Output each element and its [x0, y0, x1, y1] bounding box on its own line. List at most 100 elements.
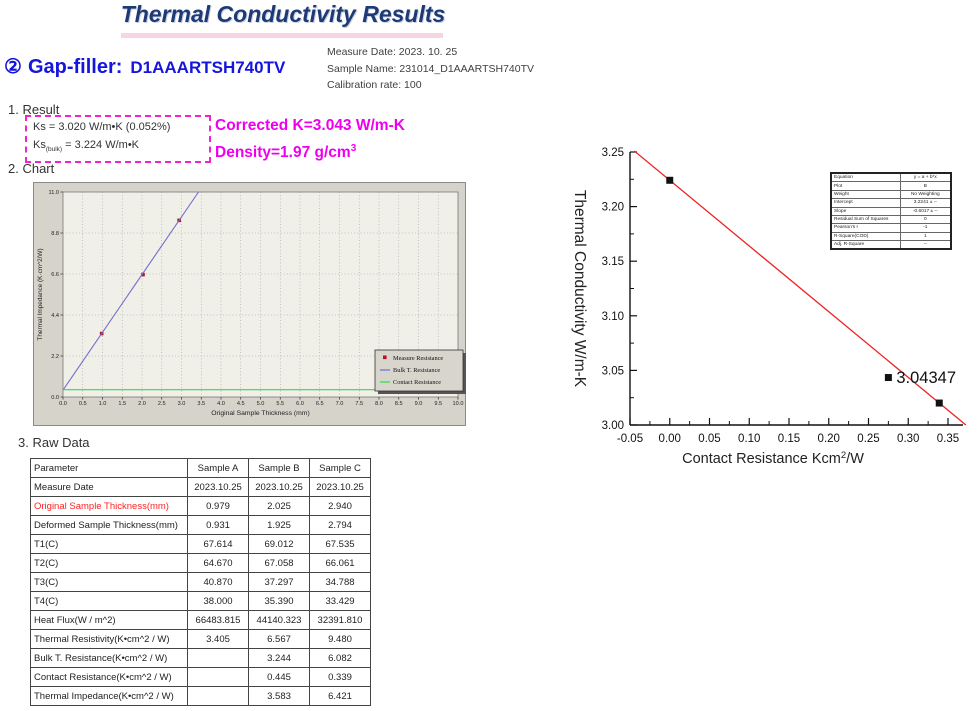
param-label: T3(C) [30, 572, 188, 592]
svg-text:10.0: 10.0 [453, 401, 464, 407]
svg-text:4.4: 4.4 [51, 313, 59, 319]
param-value: 2023.10.25 [309, 477, 371, 497]
corrected-note: Corrected K=3.043 W/m-K Density=1.97 g/c… [215, 114, 405, 164]
svg-text:7.0: 7.0 [336, 401, 344, 407]
svg-text:0.0: 0.0 [59, 401, 67, 407]
svg-text:8.5: 8.5 [395, 401, 403, 407]
stats-label: Adj. R-Square [830, 240, 901, 250]
raw-col-header: Sample B [248, 458, 310, 478]
param-value: 69.012 [248, 534, 310, 554]
legend-item-label: Measure Resistance [393, 355, 443, 362]
density-value: Density=1.97 g/cm3 [215, 143, 357, 162]
stats-row: Intercept 3.2241 ± -- [830, 198, 952, 208]
param-value: 0.979 [187, 496, 249, 516]
point-annotation: 3.04347 [896, 369, 956, 387]
svg-text:-0.05: -0.05 [617, 433, 643, 445]
param-value: 6.082 [309, 648, 371, 668]
table-row: T3(C) 40.870 37.297 34.788 [30, 572, 371, 592]
stats-row: Adj. R-Square -- [830, 240, 952, 250]
stats-value: 1 [899, 231, 952, 242]
stats-value: -- [899, 240, 952, 250]
corrected-k: Corrected K=3.043 W/m-K [215, 117, 405, 134]
svg-text:6.0: 6.0 [296, 401, 304, 407]
param-value: 3.583 [248, 686, 310, 706]
stats-value: y = a + b*x [899, 172, 952, 183]
param-value: 66483.815 [187, 610, 249, 630]
svg-text:3.05: 3.05 [602, 365, 624, 377]
svg-text:2.5: 2.5 [158, 401, 166, 407]
raw-data-table: Parameter Sample A Sample B Sample C Measure… [30, 458, 371, 706]
section-result-heading: 1. Result [8, 102, 60, 117]
svg-text:0.15: 0.15 [778, 433, 800, 445]
thermal-impedance-chart: 0.0 0.5 1.0 1.5 2.0 2.5 3.0 3.5 4.0 4.5 5.0 5.5 6.0 6… [33, 182, 466, 426]
param-value: 64.670 [187, 553, 249, 573]
svg-text:2.2: 2.2 [51, 354, 59, 360]
param-label: Contact Resistance(K•cm^2 / W) [30, 667, 188, 687]
stats-row: Equation y = a + b*x [830, 172, 952, 183]
svg-text:2.0: 2.0 [138, 401, 146, 407]
table-row: Measure Date 2023.10.25 2023.10.25 2023.10.… [30, 477, 371, 497]
table-row: T2(C) 64.670 67.058 66.061 [30, 553, 371, 573]
table-row: Contact Resistance(K•cm^2 / W) 0.445 0.339 [30, 667, 371, 687]
title-underline [121, 33, 443, 38]
stats-row: Weight No Weighting [830, 189, 952, 200]
param-value: 67.535 [309, 534, 371, 554]
stats-row: Plot B [830, 181, 952, 191]
impedance-chart-svg: 0.0 0.5 1.0 1.5 2.0 2.5 3.0 3.5 4.0 4.5 5.0 5.5 6.0 6… [33, 182, 466, 426]
svg-text:1.5: 1.5 [118, 401, 126, 407]
stats-label: Weight [830, 189, 901, 200]
svg-text:0.00: 0.00 [659, 433, 681, 445]
param-label: Bulk T. Resistance(K•cm^2 / W) [30, 648, 188, 668]
svg-text:1.0: 1.0 [99, 401, 107, 407]
fit-stats-table: Equation y = a + b*x Plot B Weight No Weighti… [830, 172, 952, 251]
svg-text:3.25: 3.25 [602, 147, 624, 159]
item-number: ② [4, 56, 22, 78]
param-value: 2023.10.25 [187, 477, 249, 497]
param-value: 32391.810 [309, 610, 371, 630]
stats-row: Slope -0.6017 ± -- [830, 206, 952, 216]
svg-text:6.6: 6.6 [51, 272, 59, 278]
table-row: Heat Flux(W / m^2) 66483.815 44140.323 3239… [30, 610, 371, 630]
svg-text:11.0: 11.0 [49, 190, 59, 196]
svg-text:3.10: 3.10 [602, 311, 624, 323]
stats-label: Intercept [830, 198, 901, 208]
item-label: Gap-filler: [27, 56, 123, 78]
stats-value: 3.2241 ± -- [899, 198, 952, 208]
svg-text:5.0: 5.0 [257, 401, 265, 407]
svg-text:0.0: 0.0 [51, 395, 59, 401]
param-label: Measure Date [30, 477, 188, 497]
section-chart-heading: 2. Chart [8, 161, 55, 176]
stats-value: -1 [899, 223, 952, 233]
table-row: Deformed Sample Thickness(mm) 0.931 1.925 2… [30, 515, 371, 535]
param-value: 37.297 [248, 572, 310, 592]
param-label: T1(C) [30, 534, 188, 554]
result-box: Ks = 3.020 W/m•K (0.052%) Ks(bulk) = 3.2… [25, 115, 211, 164]
param-value: 2.794 [309, 515, 371, 535]
param-value: 67.614 [187, 534, 249, 554]
conductivity-chart: 3.00 3.05 3.10 3.15 3.20 3.25 -0.05 0.00 0.05 0.1… [558, 138, 978, 478]
param-label: Deformed Sample Thickness(mm) [30, 515, 188, 535]
ks-bulk-value: Ks(bulk) = 3.224 W/m•K [33, 138, 140, 153]
stats-value: 0 [899, 214, 952, 225]
svg-text:0.30: 0.30 [897, 433, 919, 445]
svg-text:0.35: 0.35 [937, 433, 959, 445]
svg-text:3.00: 3.00 [602, 420, 624, 432]
table-row: T1(C) 67.614 69.012 67.535 [30, 534, 371, 554]
stats-value: B [899, 181, 952, 191]
svg-text:7.5: 7.5 [355, 401, 363, 407]
param-value: 0.931 [187, 515, 249, 535]
param-label: T4(C) [30, 591, 188, 611]
impedance-x-label: Original Sample Thickness (mm) [211, 410, 309, 417]
stats-label: Equation [830, 172, 901, 183]
table-row: Original Sample Thickness(mm) 0.979 2.025 2… [30, 496, 371, 516]
stats-row: Residual Sum of Squares 0 [830, 214, 952, 225]
param-value: 9.480 [309, 629, 371, 649]
raw-col-header: Sample A [187, 458, 249, 478]
param-value: 1.925 [248, 515, 310, 535]
param-label: T2(C) [30, 553, 188, 573]
section-rawdata-heading: 3. Raw Data [18, 435, 90, 450]
impedance-y-label: Thermal Impedance (K·cm^2/W) [37, 248, 44, 340]
param-value: 35.390 [248, 591, 310, 611]
stats-value: No Weighting [899, 189, 952, 200]
